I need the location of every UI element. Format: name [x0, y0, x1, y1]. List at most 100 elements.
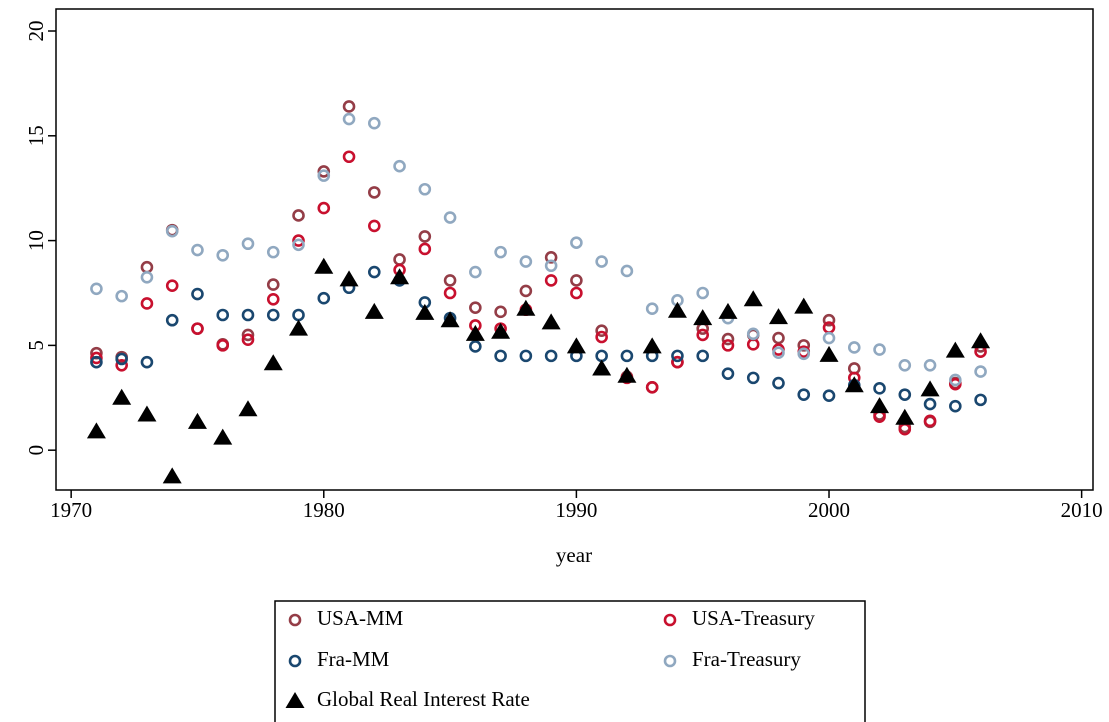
data-point — [595, 330, 608, 344]
data-point — [696, 286, 710, 300]
x-tick-label: 2000 — [808, 498, 850, 522]
data-point — [317, 291, 331, 305]
data-point — [847, 341, 861, 354]
data-point — [367, 186, 381, 199]
data-point — [266, 245, 280, 259]
data-point — [844, 376, 864, 393]
legend-marker — [285, 692, 305, 708]
data-point — [289, 319, 309, 336]
data-point — [772, 331, 785, 345]
data-point — [342, 112, 356, 126]
data-point — [465, 324, 485, 341]
data-point — [595, 324, 608, 338]
data-point — [440, 311, 460, 328]
legend-marker — [288, 654, 302, 668]
data-point — [367, 116, 381, 130]
data-point — [137, 405, 157, 422]
data-point — [895, 408, 915, 425]
legend-label: Global Real Interest Rate — [317, 687, 530, 711]
data-point — [974, 393, 987, 407]
legend-label: USA-Treasury — [692, 606, 815, 630]
data-point — [314, 257, 334, 274]
data-point — [140, 270, 154, 284]
data-point — [90, 355, 103, 369]
x-axis-label: year — [556, 543, 592, 567]
data-point — [516, 299, 536, 316]
data-point — [90, 351, 103, 365]
data-point — [213, 428, 233, 445]
data-point — [544, 274, 558, 287]
data-point — [519, 255, 533, 268]
data-point — [696, 349, 710, 363]
data-point — [642, 337, 662, 354]
data-point — [772, 346, 785, 360]
data-point — [721, 339, 735, 352]
data-point — [822, 389, 836, 402]
data-point — [241, 333, 255, 347]
y-tick-label: 5 — [24, 340, 48, 351]
data-point — [292, 238, 305, 252]
data-point — [746, 371, 760, 385]
data-point — [469, 265, 482, 279]
data-point — [923, 397, 937, 411]
data-point — [671, 349, 684, 363]
legend-label: USA-MM — [317, 606, 404, 630]
data-point — [693, 309, 713, 326]
data-point — [112, 388, 132, 405]
legend-marker — [663, 654, 677, 668]
data-point — [949, 377, 962, 391]
data-point — [342, 150, 356, 164]
data-point — [544, 251, 558, 264]
data-point — [443, 286, 457, 300]
y-tick-label: 20 — [24, 21, 48, 42]
data-point — [191, 243, 204, 257]
data-point — [873, 382, 886, 395]
data-point — [263, 354, 283, 371]
data-point — [870, 397, 890, 414]
data-point — [216, 339, 230, 352]
data-point — [768, 308, 788, 325]
data-point — [743, 290, 763, 307]
data-point — [86, 422, 106, 439]
data-point — [491, 322, 511, 339]
data-point — [541, 313, 561, 330]
legend-label: Fra-MM — [317, 647, 390, 671]
data-point — [162, 467, 182, 484]
data-point — [390, 268, 410, 285]
data-point — [617, 366, 637, 383]
data-point — [570, 236, 583, 249]
data-point — [620, 264, 634, 278]
data-point — [443, 211, 457, 224]
data-point — [822, 331, 836, 345]
data-point — [241, 237, 255, 251]
data-point — [469, 301, 482, 314]
data-point — [797, 339, 811, 352]
legend-marker — [663, 613, 677, 627]
data-point — [342, 100, 356, 113]
data-point — [544, 349, 558, 363]
data-point — [971, 332, 991, 349]
data-point — [241, 328, 255, 342]
data-point — [721, 367, 735, 380]
data-point — [469, 340, 482, 353]
data-point — [570, 274, 583, 287]
data-point — [595, 255, 608, 268]
data-point — [794, 297, 814, 314]
data-point — [797, 347, 811, 361]
data-point — [165, 279, 179, 292]
data-point — [544, 259, 558, 273]
data-point — [216, 248, 230, 262]
data-point — [418, 230, 432, 243]
data-point — [266, 292, 280, 306]
y-tick-label: 0 — [24, 445, 48, 456]
data-point — [266, 278, 280, 291]
data-point — [645, 381, 659, 394]
data-point — [949, 373, 962, 387]
data-point — [191, 287, 204, 301]
data-point — [923, 358, 937, 372]
data-point — [115, 352, 128, 366]
data-point — [140, 355, 154, 369]
data-point — [367, 219, 381, 233]
data-point — [645, 302, 659, 316]
